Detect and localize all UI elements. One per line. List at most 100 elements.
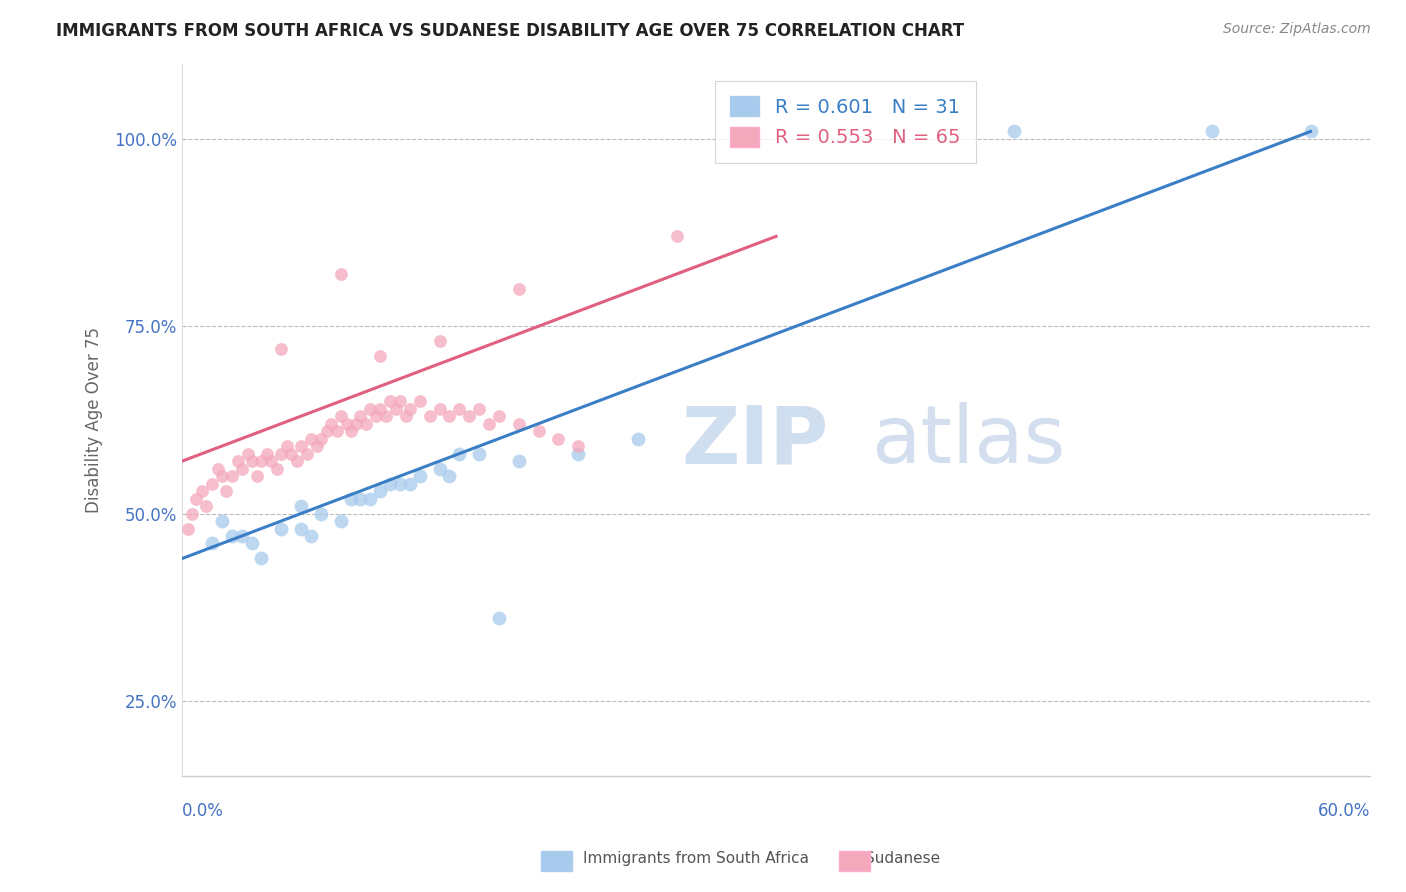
Point	[266, 461, 288, 475]
Point	[177, 521, 200, 535]
Point	[449, 401, 471, 416]
Point	[359, 491, 381, 506]
Point	[236, 447, 259, 461]
Point	[319, 417, 342, 431]
Point	[280, 447, 302, 461]
Point	[468, 447, 491, 461]
Point	[375, 409, 398, 424]
Point	[567, 447, 589, 461]
Point	[226, 454, 249, 468]
Point	[356, 417, 378, 431]
Point	[305, 439, 328, 453]
Text: atlas: atlas	[872, 402, 1066, 480]
Point	[250, 454, 273, 468]
Point	[439, 409, 461, 424]
Point	[449, 447, 471, 461]
Point	[299, 529, 322, 543]
Point	[666, 229, 689, 244]
Point	[429, 401, 451, 416]
Text: Immigrants from South Africa: Immigrants from South Africa	[583, 851, 810, 865]
Point	[508, 282, 530, 296]
Point	[368, 401, 391, 416]
Point	[295, 447, 318, 461]
Point	[221, 469, 243, 483]
Point	[290, 521, 312, 535]
Point	[439, 469, 461, 483]
Y-axis label: Disability Age Over 75: Disability Age Over 75	[86, 326, 103, 513]
Legend: R = 0.601   N = 31, R = 0.553   N = 65: R = 0.601 N = 31, R = 0.553 N = 65	[714, 81, 976, 162]
Point	[409, 469, 432, 483]
Point	[488, 611, 510, 625]
Point	[246, 469, 269, 483]
Point	[191, 484, 214, 499]
Point	[231, 529, 253, 543]
Point	[329, 514, 352, 528]
Point	[349, 409, 371, 424]
Point	[1299, 124, 1322, 138]
Point	[276, 439, 298, 453]
Point	[240, 454, 263, 468]
Point	[488, 409, 510, 424]
Point	[201, 536, 224, 550]
Point	[458, 409, 481, 424]
Point	[368, 349, 391, 363]
Point	[260, 454, 283, 468]
Point	[211, 514, 233, 528]
Point	[399, 476, 422, 491]
Point	[409, 394, 432, 409]
Point	[368, 484, 391, 499]
Point	[567, 439, 589, 453]
Point	[366, 409, 388, 424]
Point	[270, 447, 292, 461]
Point	[527, 424, 550, 438]
Point	[385, 401, 408, 416]
Point	[184, 491, 207, 506]
Point	[349, 491, 371, 506]
Point	[329, 267, 352, 281]
Point	[339, 424, 361, 438]
Point	[290, 499, 312, 513]
Point	[201, 476, 224, 491]
Point	[1002, 124, 1025, 138]
Text: ZIP: ZIP	[681, 402, 828, 480]
Point	[378, 476, 401, 491]
Text: Source: ZipAtlas.com: Source: ZipAtlas.com	[1223, 22, 1371, 37]
Point	[309, 507, 332, 521]
Point	[329, 409, 352, 424]
Text: IMMIGRANTS FROM SOUTH AFRICA VS SUDANESE DISABILITY AGE OVER 75 CORRELATION CHAR: IMMIGRANTS FROM SOUTH AFRICA VS SUDANESE…	[56, 22, 965, 40]
Point	[211, 469, 233, 483]
Point	[290, 439, 312, 453]
Point	[399, 401, 422, 416]
Point	[359, 401, 381, 416]
Point	[195, 499, 218, 513]
Point	[207, 461, 229, 475]
Point	[508, 454, 530, 468]
Point	[270, 521, 292, 535]
Point	[250, 551, 273, 566]
Point	[388, 394, 411, 409]
Text: 60.0%: 60.0%	[1317, 802, 1369, 820]
Point	[181, 507, 204, 521]
Point	[429, 334, 451, 349]
Point	[231, 461, 253, 475]
Point	[395, 409, 418, 424]
Point	[221, 529, 243, 543]
Text: 0.0%: 0.0%	[183, 802, 224, 820]
Point	[1201, 124, 1223, 138]
Point	[478, 417, 501, 431]
Point	[388, 476, 411, 491]
Point	[378, 394, 401, 409]
Point	[339, 491, 361, 506]
Point	[215, 484, 238, 499]
Point	[335, 417, 357, 431]
Point	[256, 447, 278, 461]
Point	[270, 342, 292, 356]
Point	[285, 454, 308, 468]
Point	[547, 432, 569, 446]
Point	[299, 432, 322, 446]
Point	[309, 432, 332, 446]
Point	[429, 461, 451, 475]
Text: Sudanese: Sudanese	[865, 851, 939, 865]
Point	[419, 409, 441, 424]
Point	[325, 424, 347, 438]
